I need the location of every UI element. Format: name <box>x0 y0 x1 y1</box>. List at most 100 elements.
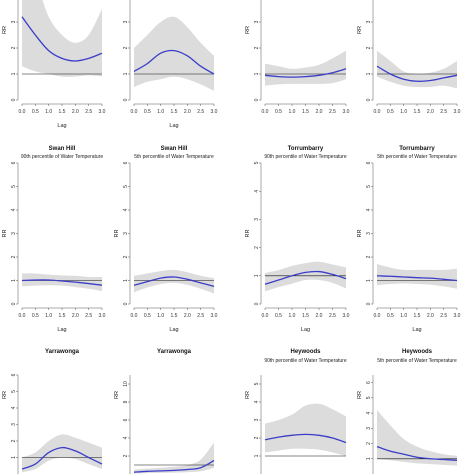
x-tick-label: 2.0 <box>72 109 79 115</box>
y-tick-label: 1 <box>123 72 129 75</box>
y-tick-label: 6 <box>366 381 372 384</box>
x-tick-label: 2.5 <box>440 109 447 115</box>
x-tick-label: 0.5 <box>387 313 394 319</box>
y-axis-label: RR <box>114 230 120 238</box>
x-tick-label: 0.0 <box>19 109 26 115</box>
y-tick-label: 1 <box>123 279 129 282</box>
x-tick-label: 0.0 <box>374 109 381 115</box>
y-tick-label: 4 <box>11 208 17 211</box>
y-tick-label: 2 <box>123 454 129 457</box>
x-tick-label: 2.5 <box>197 313 204 319</box>
chart-panel-5: 0 1 2 3 4 5 6 0.0 0.5 1.0 1.5 2.0 2.5 3.0 Lag RR Swan Hi… <box>2 146 106 333</box>
chart-panel-1: 0 1 2 3 0.0 0.5 1.0 1.5 2.0 2.5 3.0 Lag RR <box>2 0 106 129</box>
y-tick-label: 1 <box>11 279 17 282</box>
rr-curve <box>376 275 458 282</box>
x-tick-label: 0.5 <box>144 313 151 319</box>
y-tick-label: 1 <box>254 72 260 75</box>
confidence-band <box>134 269 214 294</box>
y-axis-label: RR <box>357 391 363 399</box>
x-tick-label: 3.0 <box>211 313 218 319</box>
confidence-band <box>134 16 214 91</box>
x-tick-label: 0.0 <box>262 109 269 115</box>
x-tick-label: 0.0 <box>131 109 138 115</box>
panel-subtitle: 5th percentile of Water Temperature <box>377 154 457 160</box>
x-tick-label: 0.0 <box>374 313 381 319</box>
y-tick-label: 2 <box>11 46 17 49</box>
chart-panel-11: 1 2 3 4 5 RR Heywoods 90th percentile of Water … <box>245 349 347 474</box>
x-tick-label: 0.0 <box>262 313 269 319</box>
y-axis-label: RR <box>114 391 120 399</box>
x-axis-label: Lag <box>169 327 178 333</box>
y-tick-label: 4 <box>11 406 17 409</box>
confidence-band <box>134 442 214 474</box>
y-axis-label: RR <box>2 391 8 399</box>
y-tick-label: 6 <box>123 161 129 164</box>
y-tick-label: 0 <box>254 98 260 101</box>
panel-title: Heywoods <box>290 349 321 355</box>
x-tick-label: 1.5 <box>171 109 178 115</box>
panel-title: Swan Hill <box>49 146 76 152</box>
x-tick-label: 3.0 <box>99 109 106 115</box>
y-tick-label: 5 <box>123 185 129 188</box>
y-tick-label: 2 <box>366 255 372 258</box>
panel-title: Swan Hill <box>161 146 188 152</box>
y-tick-label: 4 <box>254 400 260 403</box>
x-axis-label: Lag <box>169 123 178 129</box>
x-axis-label: Lag <box>412 327 421 333</box>
x-tick-label: 0.5 <box>144 109 151 115</box>
x-tick-label: 2.5 <box>440 313 447 319</box>
y-tick-label: 1 <box>366 457 372 460</box>
x-tick-label: 1.0 <box>289 313 296 319</box>
x-tick-label: 2.0 <box>72 313 79 319</box>
rr-curve <box>264 68 347 78</box>
y-tick-label: 0 <box>366 98 372 101</box>
x-tick-label: 0.0 <box>131 313 138 319</box>
y-tick-label: 5 <box>11 185 17 188</box>
y-axis-label: RR <box>357 26 363 34</box>
x-tick-label: 0.5 <box>32 109 39 115</box>
confidence-band <box>265 50 346 86</box>
y-tick-label: 4 <box>123 436 129 439</box>
confidence-band <box>377 410 457 466</box>
y-tick-label: 1 <box>11 72 17 75</box>
y-tick-label: 2 <box>123 46 129 49</box>
x-tick-label: 0.5 <box>32 313 39 319</box>
rr-curve <box>21 16 103 62</box>
y-tick-label: 3 <box>366 427 372 430</box>
y-tick-label: 0 <box>123 302 129 305</box>
y-tick-label: 3 <box>366 232 372 235</box>
panel-subtitle: 90th percentile of Water Temperature <box>21 154 103 160</box>
chart-panel-6: 0 1 2 3 4 5 6 0.0 0.5 1.0 1.5 2.0 2.5 3.0 Lag RR Swan Hi… <box>114 146 218 333</box>
chart-panel-4: 0 1 2 3 0.0 0.5 1.0 1.5 2.0 2.5 3.0 RR <box>357 0 461 115</box>
x-tick-label: 2.5 <box>85 313 92 319</box>
x-tick-label: 2.0 <box>316 313 323 319</box>
x-axis-label: Lag <box>57 123 66 129</box>
confidence-band <box>265 261 346 292</box>
x-tick-label: 3.0 <box>343 313 350 319</box>
y-axis-label: RR <box>245 391 251 399</box>
x-tick-label: 1.5 <box>414 313 421 319</box>
x-axis-label: Lag <box>301 327 310 333</box>
rr-curve <box>133 49 215 75</box>
y-tick-label: 5 <box>366 396 372 399</box>
x-axis-label: Lag <box>57 327 66 333</box>
x-tick-label: 2.5 <box>329 313 336 319</box>
rr-curve <box>133 276 215 288</box>
x-tick-label: 2.0 <box>427 109 434 115</box>
x-tick-label: 0.5 <box>275 109 282 115</box>
y-tick-label: 8 <box>123 400 129 403</box>
x-tick-label: 1.5 <box>171 313 178 319</box>
x-tick-label: 2.0 <box>316 109 323 115</box>
y-tick-label: 6 <box>11 161 17 164</box>
y-tick-label: 4 <box>366 411 372 414</box>
rr-curve <box>376 445 458 461</box>
y-tick-label: 5 <box>366 185 372 188</box>
rr-curve <box>376 65 458 82</box>
y-tick-label: 5 <box>254 382 260 385</box>
chart-panel-2: 0 1 2 3 0.0 0.5 1.0 1.5 2.0 2.5 3.0 Lag <box>123 0 218 129</box>
y-axis-label: RR <box>2 26 8 34</box>
rr-curve <box>264 270 347 285</box>
y-tick-label: 5 <box>11 390 17 393</box>
x-tick-label: 1.0 <box>400 313 407 319</box>
y-tick-label: 0 <box>11 302 17 305</box>
